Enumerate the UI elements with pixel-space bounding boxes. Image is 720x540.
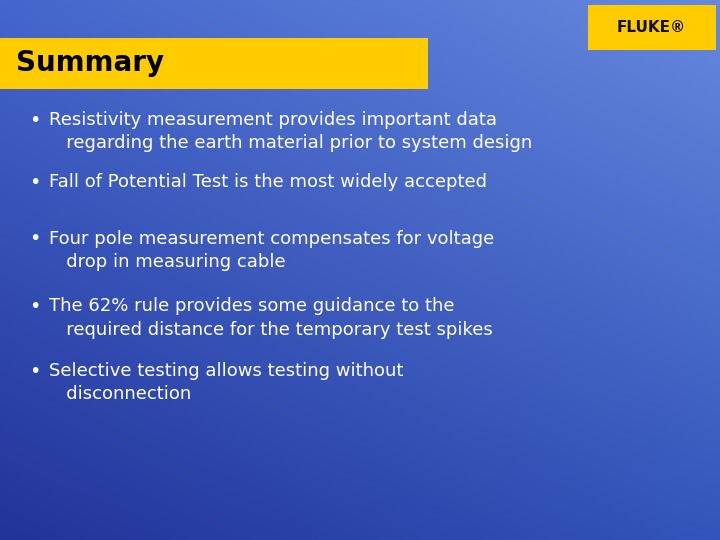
Text: Selective testing allows testing without
   disconnection: Selective testing allows testing without… xyxy=(49,362,403,403)
Text: FLUKE®: FLUKE® xyxy=(617,20,686,35)
Text: Summary: Summary xyxy=(16,50,164,77)
Text: •: • xyxy=(29,230,40,248)
Text: •: • xyxy=(29,173,40,192)
FancyBboxPatch shape xyxy=(0,38,428,89)
Text: •: • xyxy=(29,362,40,381)
Text: •: • xyxy=(29,111,40,130)
Text: Four pole measurement compensates for voltage
   drop in measuring cable: Four pole measurement compensates for vo… xyxy=(49,230,494,271)
FancyBboxPatch shape xyxy=(588,5,716,50)
Text: Fall of Potential Test is the most widely accepted: Fall of Potential Test is the most widel… xyxy=(49,173,487,191)
Text: Resistivity measurement provides important data
   regarding the earth material : Resistivity measurement provides importa… xyxy=(49,111,532,152)
Text: •: • xyxy=(29,297,40,316)
Text: The 62% rule provides some guidance to the
   required distance for the temporar: The 62% rule provides some guidance to t… xyxy=(49,297,492,339)
